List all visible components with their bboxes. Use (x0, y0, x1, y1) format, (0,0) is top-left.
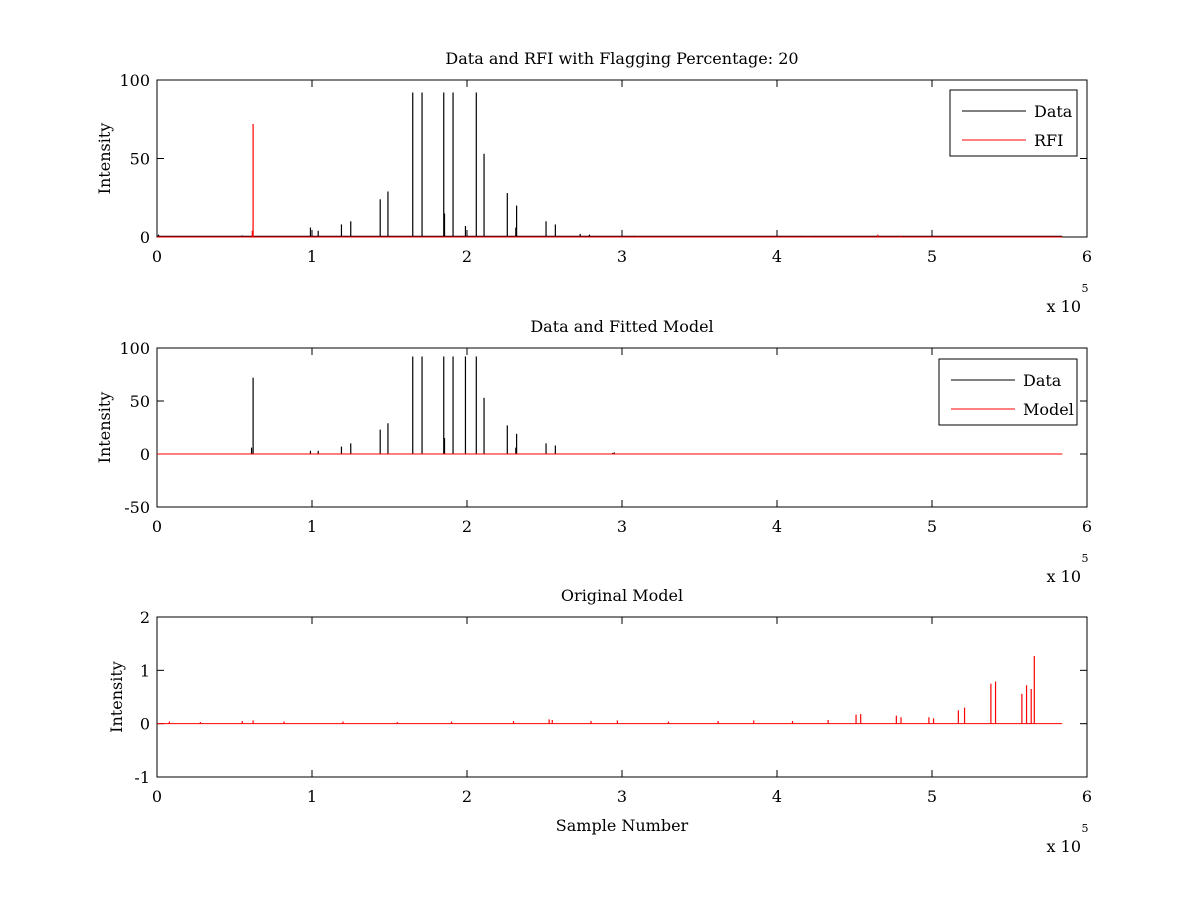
x-tick-label: 5 (927, 787, 937, 806)
x-multiplier: x 10 (1047, 567, 1081, 586)
legend-box (949, 89, 1078, 157)
x-tick-label: 0 (152, 517, 162, 536)
x-tick-label: 4 (772, 247, 782, 266)
x-tick-label: 2 (462, 517, 472, 536)
x-tick-label: 6 (1082, 787, 1092, 806)
x-tick-label: 4 (772, 787, 782, 806)
x-tick-label: 5 (927, 247, 937, 266)
x-tick-label: 4 (772, 517, 782, 536)
x-tick-label: 3 (617, 787, 627, 806)
legend-entry: RFI (1034, 131, 1063, 150)
x-multiplier-exponent: 5 (1082, 822, 1089, 835)
y-tick-label: 50 (130, 392, 150, 411)
legend-entry: Model (1023, 400, 1074, 419)
legend-entry: Data (1023, 371, 1062, 390)
y-axis-label: Intensity (95, 123, 114, 195)
legend: Data Model (938, 358, 1078, 426)
y-tick-label: 0 (140, 715, 150, 734)
series-rfi (157, 123, 1063, 238)
y-tick-label: 2 (140, 608, 150, 627)
y-tick-label: 0 (140, 228, 150, 247)
x-tick-label: 0 (152, 787, 162, 806)
y-tick-label: -1 (134, 768, 150, 787)
plot-area (156, 347, 1088, 508)
legend-box (938, 358, 1078, 426)
x-axis-label: Sample Number (556, 816, 689, 835)
y-tick-label: -50 (124, 498, 150, 517)
x-tick-label: 6 (1082, 247, 1092, 266)
x-tick-label: 1 (307, 517, 317, 536)
x-tick-label: 2 (462, 247, 472, 266)
x-multiplier: x 10 (1047, 837, 1081, 856)
y-tick-label: 50 (130, 150, 150, 169)
chart-title: Original Model (561, 586, 683, 605)
legend: Data RFI (949, 89, 1078, 157)
plot-area (156, 79, 1088, 238)
x-tick-label: 3 (617, 247, 627, 266)
y-axis-label: Intensity (107, 661, 126, 733)
y-tick-label: 1 (140, 661, 150, 680)
chart-title: Data and Fitted Model (530, 317, 713, 336)
x-tick-label: 3 (617, 517, 627, 536)
series-data (157, 92, 1063, 237)
x-tick-label: 5 (927, 517, 937, 536)
series-model (157, 655, 1063, 725)
x-multiplier-exponent: 5 (1082, 282, 1089, 295)
chart-title: Data and RFI with Flagging Percentage: 2… (445, 49, 798, 68)
y-tick-label: 0 (140, 445, 150, 464)
legend-entry: Data (1034, 102, 1073, 121)
plot-area (156, 616, 1088, 778)
x-tick-label: 1 (307, 787, 317, 806)
x-tick-label: 2 (462, 787, 472, 806)
y-tick-label: 100 (119, 339, 150, 358)
x-tick-label: 0 (152, 247, 162, 266)
x-tick-label: 6 (1082, 517, 1092, 536)
y-axis-label: Intensity (95, 392, 114, 464)
y-tick-label: 100 (119, 71, 150, 90)
x-multiplier: x 10 (1047, 297, 1081, 316)
x-multiplier-exponent: 5 (1082, 552, 1089, 565)
x-tick-label: 1 (307, 247, 317, 266)
subplot-data-and-rfi: 0 1 2 3 4 5 6 0 50 100 Data and RFI with Flagging … (95, 49, 1092, 316)
